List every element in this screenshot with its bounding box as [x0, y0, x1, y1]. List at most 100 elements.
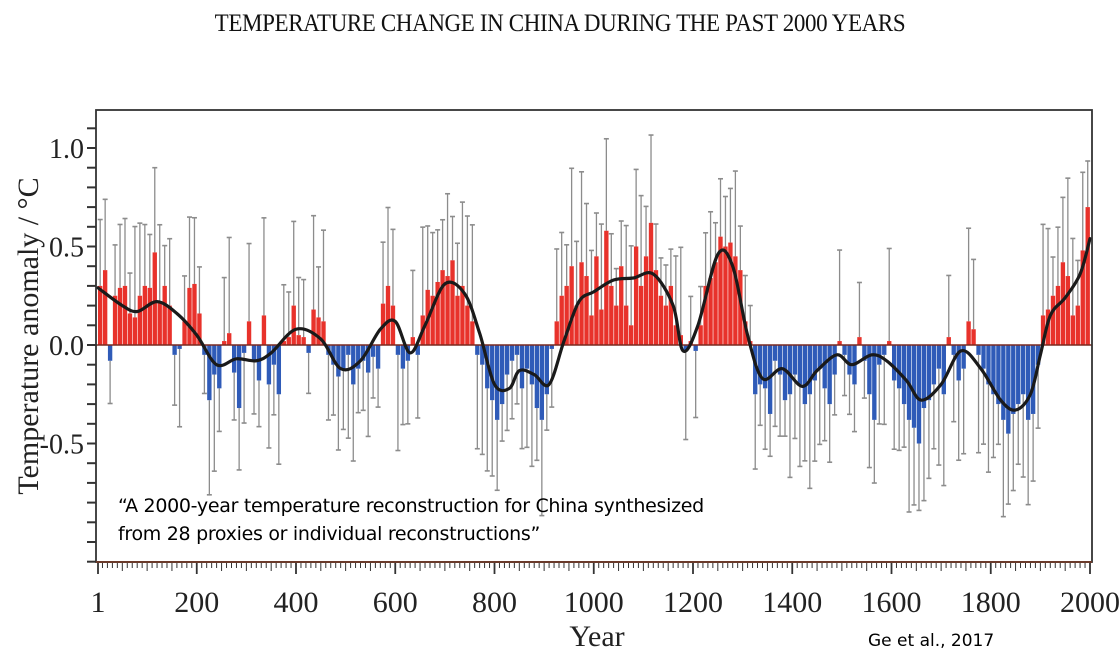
bar — [1070, 315, 1076, 345]
bar — [549, 345, 554, 349]
x-tick-label: 1200 — [663, 586, 723, 619]
bar — [162, 285, 167, 345]
error-bars — [97, 134, 1091, 518]
bar — [827, 345, 832, 405]
bar — [504, 345, 510, 375]
bar — [559, 295, 564, 345]
bar — [663, 305, 669, 345]
bar — [991, 345, 996, 395]
bar — [971, 329, 976, 345]
bar — [1011, 345, 1016, 414]
bar — [529, 345, 535, 385]
quote-line-1: “A 2000-year temperature reconstruction … — [118, 495, 704, 517]
bar — [107, 345, 113, 361]
bar — [658, 295, 664, 345]
bar — [460, 285, 465, 345]
bar — [385, 285, 391, 345]
bar — [390, 305, 396, 345]
bar — [415, 345, 420, 355]
bar — [609, 285, 614, 345]
bar — [976, 345, 981, 355]
bar — [197, 313, 202, 345]
x-axis-ticks — [96, 561, 1092, 574]
bar — [683, 345, 688, 351]
x-tick-label: 1400 — [762, 586, 822, 619]
bar — [862, 345, 867, 361]
bar — [356, 345, 361, 369]
bar — [1021, 345, 1026, 395]
bar — [291, 305, 296, 345]
bar — [514, 345, 520, 355]
bar — [1075, 305, 1080, 345]
bar — [624, 305, 629, 345]
bar — [509, 345, 515, 361]
bar — [817, 345, 822, 369]
bar — [1006, 345, 1011, 434]
bar — [167, 305, 172, 345]
bar — [772, 345, 778, 361]
bar — [867, 345, 872, 395]
bar — [802, 345, 808, 405]
bar — [1085, 207, 1090, 345]
bar — [544, 345, 549, 395]
bar — [281, 341, 286, 345]
bar — [336, 345, 341, 377]
bar — [633, 246, 639, 345]
bar — [758, 345, 763, 385]
bar — [733, 256, 738, 345]
bar — [236, 345, 242, 409]
bar — [1065, 276, 1071, 345]
bar — [172, 345, 177, 355]
bar — [450, 260, 455, 345]
bar — [767, 345, 773, 414]
bar — [936, 345, 942, 369]
bar — [753, 345, 758, 395]
bar — [440, 270, 445, 345]
bar — [301, 337, 306, 345]
bar — [921, 345, 927, 409]
bar — [777, 345, 783, 375]
bar — [604, 230, 609, 345]
bar — [117, 287, 123, 345]
y-tick-labels: 1.0 0.5 0.0 -0.5 — [40, 134, 84, 461]
bar — [713, 262, 718, 345]
bar — [142, 285, 148, 345]
bar — [475, 345, 480, 355]
bar — [375, 345, 381, 369]
bar — [365, 345, 371, 373]
bar — [837, 341, 842, 345]
bar — [316, 317, 321, 345]
bar — [187, 287, 192, 345]
bar — [673, 325, 679, 345]
bar — [341, 345, 346, 369]
bar — [728, 242, 733, 345]
x-tick-label: 1000 — [564, 586, 624, 619]
bar — [177, 345, 182, 349]
bar — [579, 262, 584, 345]
bar — [961, 345, 966, 369]
bar — [931, 345, 937, 385]
bar — [1001, 345, 1006, 420]
bar — [137, 295, 143, 345]
bar — [619, 266, 624, 345]
bar — [668, 285, 674, 345]
bar — [494, 345, 500, 420]
bar — [743, 321, 748, 345]
bar — [847, 345, 852, 375]
bar — [346, 345, 351, 355]
y-axis-label: Temperature anomaly / °C — [12, 177, 45, 494]
bar — [554, 321, 559, 345]
bar — [996, 345, 1001, 405]
bar — [122, 285, 128, 345]
bar — [266, 345, 272, 385]
bar — [822, 345, 827, 389]
bar — [102, 270, 108, 345]
bar — [470, 321, 475, 345]
bar — [499, 345, 505, 405]
bar — [643, 256, 649, 345]
bar — [306, 345, 311, 353]
bar — [519, 345, 525, 389]
x-tick-label: 400 — [274, 586, 319, 619]
bar — [966, 321, 971, 345]
bar — [370, 345, 376, 357]
